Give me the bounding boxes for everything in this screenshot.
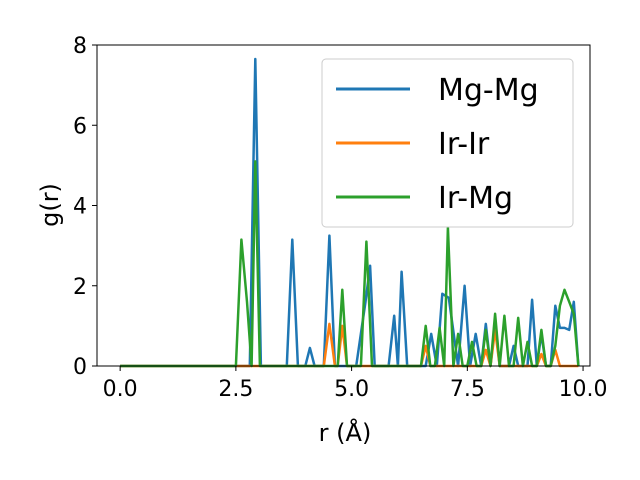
- y-tick-label: 2: [73, 275, 87, 300]
- legend-label-mg-mg: Mg-Mg: [438, 73, 539, 108]
- y-tick-label: 6: [73, 114, 87, 139]
- y-axis-label: g(r): [36, 183, 64, 227]
- legend: Mg-Mg Ir-Ir Ir-Mg: [321, 58, 574, 228]
- series-line-ir-mg: [120, 160, 580, 368]
- legend-box: [321, 58, 574, 228]
- y-tick-label: 8: [73, 34, 87, 59]
- legend-label-ir-mg: Ir-Mg: [438, 181, 513, 216]
- y-tick-label: 4: [73, 195, 87, 220]
- x-tick-label: 0.0: [103, 377, 138, 402]
- x-tick-label: 2.5: [218, 377, 253, 402]
- x-tick-label: 10.0: [559, 377, 608, 402]
- legend-label-ir-ir: Ir-Ir: [438, 127, 490, 162]
- x-tick-label: 5.0: [334, 377, 369, 402]
- x-tick-label: 7.5: [450, 377, 485, 402]
- y-tick-label: 0: [73, 355, 87, 380]
- x-axis-label: r (Å): [319, 418, 372, 447]
- y-axis: 0 2 4 6 8: [73, 34, 97, 380]
- x-axis: 0.0 2.5 5.0 7.5 10.0: [103, 366, 608, 402]
